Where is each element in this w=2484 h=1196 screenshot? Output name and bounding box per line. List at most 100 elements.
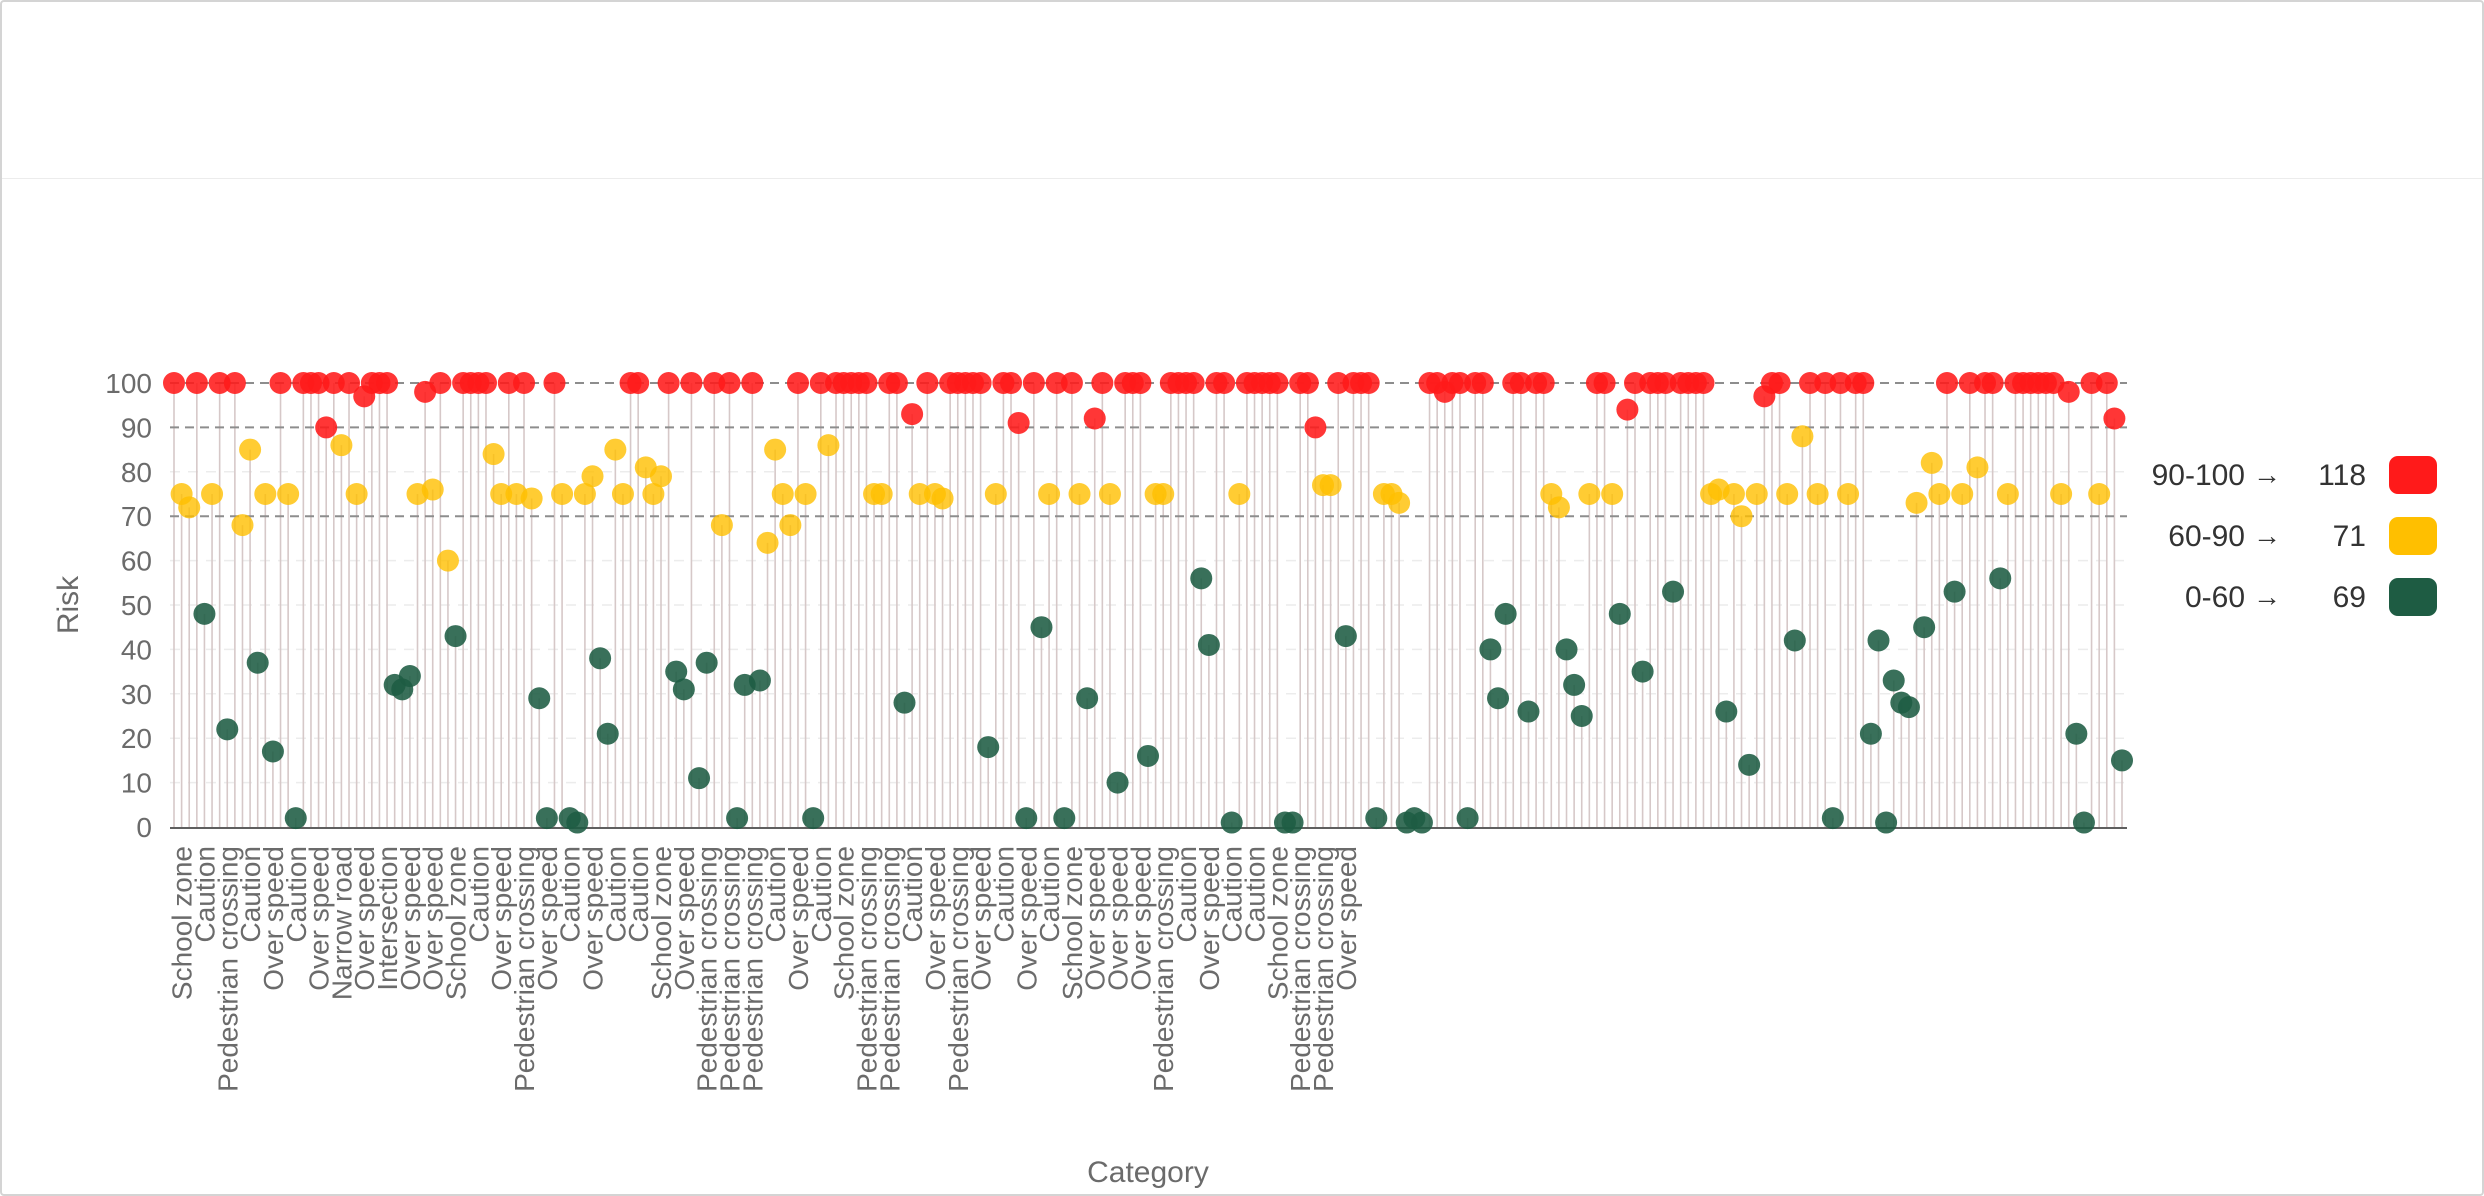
x-tick-label: Over speed <box>418 846 449 991</box>
x-tick-label: Narrow road <box>326 846 357 1000</box>
y-tick-label: 10 <box>121 768 152 799</box>
data-point <box>1098 483 1121 505</box>
data-point <box>1806 483 1829 505</box>
data-point <box>2095 372 2118 394</box>
data-point <box>1448 372 1471 394</box>
x-tick-label: Caution <box>189 846 220 943</box>
data-point <box>1920 451 1943 474</box>
data-point <box>1129 372 1152 394</box>
data-point <box>2080 372 2103 394</box>
data-point <box>1928 483 1951 505</box>
x-tick-label: Caution <box>1034 846 1065 943</box>
x-tick-label: Pedestrian crossing <box>714 846 745 1092</box>
x-tick-label: Over speed <box>1103 846 1134 991</box>
data-point <box>931 487 954 510</box>
x-tick-label: Over speed <box>966 846 997 991</box>
data-point <box>254 483 277 505</box>
data-point <box>1867 629 1890 652</box>
data-point <box>421 478 444 501</box>
data-point <box>1738 753 1761 776</box>
data-point <box>1852 372 1875 394</box>
data-point <box>322 372 345 394</box>
x-tick-label: Caution <box>760 846 791 943</box>
y-tick-label: 60 <box>121 546 152 577</box>
data-point <box>1593 372 1616 394</box>
data-point <box>627 372 650 394</box>
data-point <box>330 434 353 457</box>
data-point <box>284 807 307 830</box>
data-point <box>208 372 231 394</box>
data-point <box>604 438 627 461</box>
x-tick-label: Caution <box>463 846 494 943</box>
data-point <box>1045 372 1068 394</box>
data-point <box>2050 483 2073 505</box>
data-point <box>1859 722 1882 745</box>
x-tick-label: Pedestrian crossing <box>212 846 243 1092</box>
data-point <box>345 483 368 505</box>
data-point <box>589 647 612 670</box>
data-point <box>1981 372 2004 394</box>
data-point <box>1007 411 1030 434</box>
data-point <box>1768 372 1791 394</box>
y-tick-label: 30 <box>121 679 152 710</box>
data-point <box>726 807 749 830</box>
legend-range-label: 90-100 <box>2152 459 2245 492</box>
data-point <box>1829 372 1852 394</box>
data-point <box>809 372 832 394</box>
data-point <box>1555 638 1578 661</box>
y-axis-ticks: 0 10 20 30 40 50 60 70 80 90 100 <box>105 368 152 843</box>
data-point <box>1030 616 1053 639</box>
y-tick-label: 100 <box>105 368 152 399</box>
data-point <box>482 443 505 466</box>
data-point <box>1266 372 1289 394</box>
data-point <box>376 372 399 394</box>
x-tick-label: Caution <box>235 846 266 943</box>
x-tick-label: Over speed <box>920 846 951 991</box>
data-point <box>1190 567 1213 590</box>
data-point <box>1532 372 1555 394</box>
data-point <box>2111 749 2133 772</box>
data-point <box>1152 483 1175 505</box>
data-point <box>528 687 551 710</box>
data-point <box>718 372 741 394</box>
legend-arrow: → <box>2253 520 2281 551</box>
x-tick-label: Pedestrian crossing <box>1308 846 1339 1092</box>
y-tick-label: 70 <box>121 501 152 532</box>
data-point <box>1517 700 1540 723</box>
data-point <box>1106 771 1129 794</box>
data-point <box>1730 505 1753 528</box>
data-point <box>1053 807 1076 830</box>
x-tick-label: School zone <box>1262 846 1293 1000</box>
data-point <box>1608 602 1631 625</box>
data-point <box>1783 629 1806 652</box>
legend-arrow: → <box>2253 581 2281 612</box>
data-point <box>1038 483 1061 505</box>
data-point <box>1000 372 1023 394</box>
data-point <box>916 372 939 394</box>
data-point <box>1578 483 1601 505</box>
data-point <box>771 483 794 505</box>
data-point <box>1388 491 1411 514</box>
data-point <box>1654 372 1677 394</box>
data-point <box>398 665 421 688</box>
data-point <box>1327 372 1350 394</box>
data-point <box>969 372 992 394</box>
data-point <box>490 483 513 505</box>
data-point <box>710 514 733 537</box>
data-point <box>239 438 262 461</box>
x-tick-label: Caution <box>1240 846 1271 943</box>
data-point <box>474 372 497 394</box>
data-point <box>1692 372 1715 394</box>
data-point <box>1471 372 1494 394</box>
data-point <box>1776 483 1799 505</box>
data-point <box>2088 483 2111 505</box>
x-tick-label: Caution <box>600 846 631 943</box>
data-point <box>1905 491 1928 514</box>
data-point <box>680 372 703 394</box>
y-tick-label: 20 <box>121 723 152 754</box>
data-point <box>497 372 520 394</box>
data-point <box>436 549 459 572</box>
legend-arrow: → <box>2253 459 2281 490</box>
data-point <box>1966 456 1989 479</box>
